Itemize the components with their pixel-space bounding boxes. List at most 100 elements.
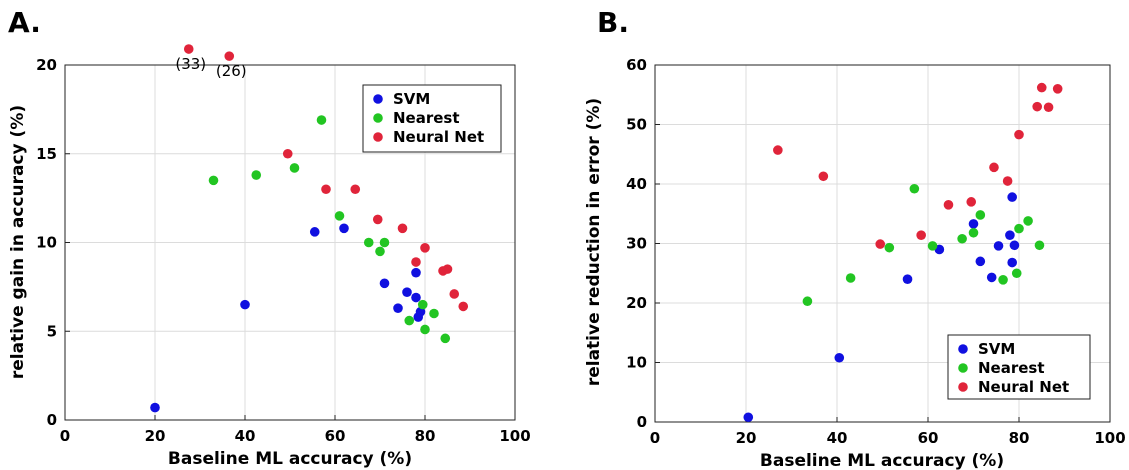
annotations-a: (33) (26) (175, 55, 246, 80)
x-tick-label: 0 (60, 427, 70, 445)
legend-label: SVM (393, 90, 430, 108)
legend-marker-nearest (958, 363, 968, 373)
data-point-svm (1005, 230, 1015, 240)
data-point-svm (150, 402, 160, 413)
x-tick-label: 80 (415, 427, 436, 445)
y-tick-label: 40 (626, 175, 647, 193)
data-point-neural-net (397, 223, 408, 234)
legend-marker-neural-net (958, 382, 968, 392)
legend-label: Nearest (393, 109, 460, 127)
data-point-nearest (420, 324, 430, 335)
data-point-svm (743, 412, 754, 423)
data-point-svm (834, 352, 845, 363)
y-tick-label: 30 (626, 235, 647, 253)
legend-box-a (362, 84, 502, 153)
data-point-neural-net (321, 184, 331, 195)
data-point-neural-net (449, 289, 460, 299)
panel-label-a: A. (8, 6, 41, 39)
y-tick-label: 20 (626, 294, 647, 312)
panel-b: B. 0 20 40 60 80 100 0 10 20 30 40 50 60 Baseline ML… (584, 6, 1126, 470)
legend-label: Nearest (978, 359, 1045, 377)
data-point-nearest (334, 211, 345, 221)
y-tick-label: 50 (626, 116, 647, 134)
y-axis-label-b: relative reduction in error (%) (584, 98, 604, 386)
legend-marker-neural-net (373, 132, 383, 142)
data-point-nearest (251, 170, 262, 180)
data-point-nearest (1023, 216, 1033, 226)
data-point-svm (902, 274, 913, 285)
data-point-svm (411, 292, 421, 303)
point-annotation: (33) (175, 55, 206, 73)
points-a (150, 44, 469, 413)
data-point-neural-net (411, 257, 421, 267)
data-point-neural-net (442, 264, 453, 274)
data-point-neural-net (372, 214, 383, 225)
data-point-svm (379, 278, 390, 289)
data-point-nearest (375, 246, 385, 257)
x-tick-label: 0 (650, 429, 660, 447)
data-point-svm (402, 287, 412, 298)
data-point-neural-net (773, 145, 783, 155)
data-point-nearest (909, 183, 920, 194)
legend-label: Neural Net (978, 378, 1069, 396)
data-point-nearest (1014, 223, 1024, 234)
x-tick-label: 60 (325, 427, 346, 445)
legend-label: Neural Net (393, 128, 484, 146)
data-point-neural-net (943, 200, 954, 210)
y-tick-label: 20 (36, 56, 57, 74)
data-point-svm (339, 223, 349, 234)
data-point-nearest (975, 210, 986, 220)
data-point-nearest (363, 237, 374, 248)
data-point-neural-net (1014, 129, 1024, 140)
data-point-nearest (998, 274, 1008, 285)
x-tick-label: 100 (499, 427, 530, 445)
data-point-neural-net (1032, 101, 1042, 112)
data-point-neural-net (224, 51, 235, 61)
x-tick-label: 40 (827, 429, 848, 447)
x-tick-label: 40 (235, 427, 256, 445)
data-point-nearest (379, 237, 390, 248)
legend-label: SVM (978, 340, 1015, 358)
data-point-neural-net (818, 171, 829, 182)
data-point-neural-net (875, 239, 886, 249)
point-annotation: (26) (216, 62, 247, 80)
data-point-nearest (968, 227, 979, 238)
data-point-neural-net (916, 230, 926, 240)
data-point-neural-net (350, 184, 361, 195)
y-tick-label: 60 (626, 56, 647, 74)
legend-marker-svm (373, 94, 383, 104)
legend-marker-nearest (373, 113, 383, 123)
points-b (743, 82, 1063, 423)
data-point-nearest (289, 163, 300, 173)
data-point-nearest (429, 308, 439, 319)
data-point-neural-net (1036, 82, 1047, 93)
x-tick-label: 20 (736, 429, 757, 447)
y-tick-label: 10 (36, 234, 57, 252)
data-point-nearest (1011, 268, 1022, 279)
data-point-nearest (927, 241, 938, 251)
data-point-nearest (316, 115, 327, 125)
data-point-svm (968, 219, 979, 229)
data-point-nearest (1034, 240, 1045, 251)
data-point-nearest (417, 299, 428, 310)
data-point-neural-net (1043, 102, 1054, 113)
data-point-neural-net (1052, 84, 1063, 94)
data-point-svm (975, 256, 986, 267)
x-tick-label: 80 (1009, 429, 1030, 447)
data-point-nearest (957, 233, 967, 244)
data-point-svm (993, 241, 1004, 251)
ticks-b: 0 20 40 60 80 100 0 10 20 30 40 50 60 (626, 56, 1126, 447)
data-point-neural-net (282, 148, 293, 159)
data-point-svm (1007, 257, 1017, 268)
y-tick-label: 0 (47, 411, 57, 429)
ticks-a: 0 20 40 60 80 100 0 5 10 15 20 (36, 56, 531, 445)
data-point-svm (240, 299, 250, 310)
panel-label-b: B. (597, 6, 629, 39)
data-point-neural-net (989, 162, 999, 173)
data-point-svm (986, 272, 997, 283)
y-tick-label: 10 (626, 354, 647, 372)
data-point-neural-net (1002, 176, 1013, 186)
